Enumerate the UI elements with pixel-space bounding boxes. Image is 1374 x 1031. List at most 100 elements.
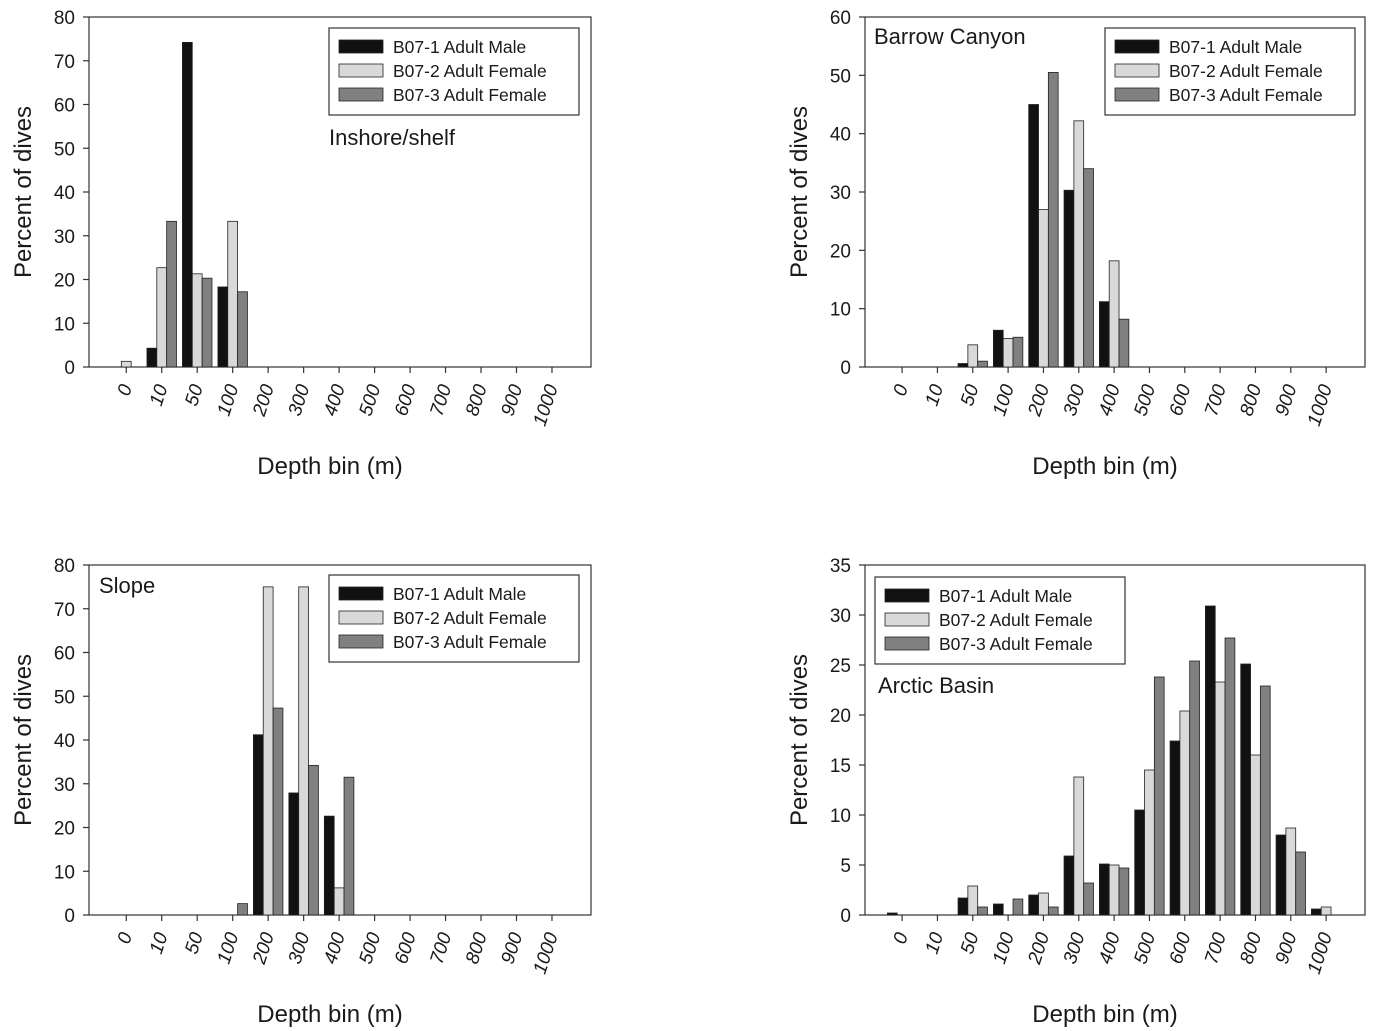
legend-label: B07-3 Adult Female bbox=[393, 85, 547, 105]
x-axis-title: Depth bin (m) bbox=[257, 453, 402, 480]
y-tick-label: 10 bbox=[54, 314, 75, 335]
bar bbox=[1144, 769, 1155, 916]
chart-panel-4: 0 5 10 15 20 25 30 35 0 10 50 100 200 300 400 500 600 700… bbox=[786, 556, 1366, 1028]
y-tick-label: 80 bbox=[54, 8, 75, 29]
y-tick-label: 5 bbox=[840, 856, 851, 877]
x-tick-label: 1000 bbox=[530, 930, 563, 977]
bar bbox=[1153, 676, 1165, 916]
x-tick-label: 300 bbox=[285, 382, 315, 419]
y-tick-label: 10 bbox=[54, 862, 75, 883]
bar bbox=[1108, 864, 1120, 916]
bar bbox=[1098, 301, 1110, 368]
y-axis-title: Percent of dives bbox=[10, 654, 37, 826]
x-tick-label: 300 bbox=[1060, 930, 1090, 967]
panel-label: Arctic Basin bbox=[878, 673, 994, 698]
panel-label: Inshore/shelf bbox=[329, 125, 456, 150]
x-axis-title: Depth bin (m) bbox=[257, 1001, 402, 1028]
bar bbox=[191, 273, 203, 368]
legend-swatch bbox=[884, 636, 930, 651]
x-tick-label: 200 bbox=[1024, 382, 1054, 420]
x-tick-label: 700 bbox=[1201, 930, 1231, 967]
bar bbox=[146, 347, 158, 368]
y-axis-title: Percent of dives bbox=[10, 106, 37, 278]
legend-swatch bbox=[338, 63, 384, 78]
x-axis-title: Depth bin (m) bbox=[1032, 453, 1177, 480]
x-tick-label: 900 bbox=[1272, 930, 1302, 967]
bar bbox=[1214, 681, 1226, 916]
bar bbox=[237, 903, 248, 916]
x-tick-label: 500 bbox=[1130, 382, 1160, 419]
bar bbox=[217, 286, 229, 368]
y-tick-label: 50 bbox=[54, 139, 75, 160]
x-tick-label: 1000 bbox=[1304, 930, 1337, 977]
bar bbox=[1063, 855, 1075, 916]
legend-label: B07-3 Adult Female bbox=[393, 632, 547, 652]
x-tick-label: 600 bbox=[391, 930, 421, 967]
x-tick-label: 400 bbox=[1095, 382, 1125, 419]
x-tick-label: 600 bbox=[1166, 930, 1196, 967]
legend-swatch bbox=[1114, 87, 1160, 102]
bar bbox=[120, 360, 132, 368]
bar bbox=[977, 906, 988, 916]
bar bbox=[237, 291, 248, 368]
bar bbox=[166, 220, 177, 368]
bar bbox=[1320, 906, 1332, 916]
bar bbox=[288, 792, 300, 916]
y-tick-label: 0 bbox=[840, 906, 851, 927]
bar bbox=[992, 903, 1004, 916]
x-tick-label: 900 bbox=[497, 382, 527, 419]
x-tick-label: 100 bbox=[989, 930, 1019, 967]
x-tick-label: 500 bbox=[1130, 930, 1160, 967]
bar bbox=[1259, 685, 1271, 916]
x-tick-label: 600 bbox=[391, 382, 421, 419]
x-tick-label: 10 bbox=[922, 382, 949, 409]
bar bbox=[1028, 104, 1039, 368]
x-tick-label: 300 bbox=[285, 930, 315, 967]
y-tick-label: 50 bbox=[830, 66, 851, 87]
y-tick-label: 15 bbox=[830, 756, 851, 777]
x-tick-label: 10 bbox=[146, 382, 173, 409]
legend-swatch bbox=[338, 610, 384, 625]
y-tick-label: 20 bbox=[54, 271, 75, 292]
x-tick-label: 800 bbox=[462, 930, 492, 967]
x-tick-label: 0 bbox=[114, 930, 137, 947]
bar bbox=[201, 277, 213, 368]
bar bbox=[1012, 898, 1024, 916]
x-axis-title: Depth bin (m) bbox=[1032, 1001, 1177, 1028]
bar bbox=[1063, 189, 1075, 368]
bar bbox=[967, 344, 979, 368]
bar bbox=[967, 885, 979, 916]
y-tick-label: 30 bbox=[830, 183, 851, 204]
y-axis-title: Percent of dives bbox=[786, 106, 813, 278]
y-tick-label: 10 bbox=[830, 300, 851, 321]
y-axis-title: Percent of dives bbox=[786, 654, 813, 826]
y-tick-label: 60 bbox=[54, 96, 75, 117]
bar bbox=[1047, 906, 1059, 916]
x-tick-label: 700 bbox=[1201, 382, 1231, 419]
bar bbox=[227, 220, 239, 368]
x-tick-label: 0 bbox=[890, 930, 913, 947]
bar bbox=[1108, 260, 1120, 368]
legend-swatch bbox=[1114, 63, 1160, 78]
y-tick-label: 80 bbox=[54, 556, 75, 577]
bar bbox=[182, 41, 193, 368]
y-tick-label: 0 bbox=[64, 358, 75, 379]
legend-swatch bbox=[338, 634, 384, 649]
x-tick-label: 800 bbox=[462, 382, 492, 419]
legend-swatch bbox=[338, 586, 384, 601]
x-tick-label: 10 bbox=[146, 930, 173, 957]
y-tick-label: 0 bbox=[840, 358, 851, 379]
bar bbox=[977, 360, 988, 368]
legend: B07-1 Adult Male B07-2 Adult Female B07-3 … bbox=[1104, 27, 1356, 116]
bar bbox=[308, 764, 319, 916]
bar bbox=[957, 363, 969, 368]
y-tick-label: 60 bbox=[830, 8, 851, 29]
bar bbox=[992, 329, 1004, 368]
y-tick-label: 10 bbox=[830, 806, 851, 827]
y-tick-label: 20 bbox=[830, 706, 851, 727]
x-tick-label: 800 bbox=[1236, 930, 1266, 967]
